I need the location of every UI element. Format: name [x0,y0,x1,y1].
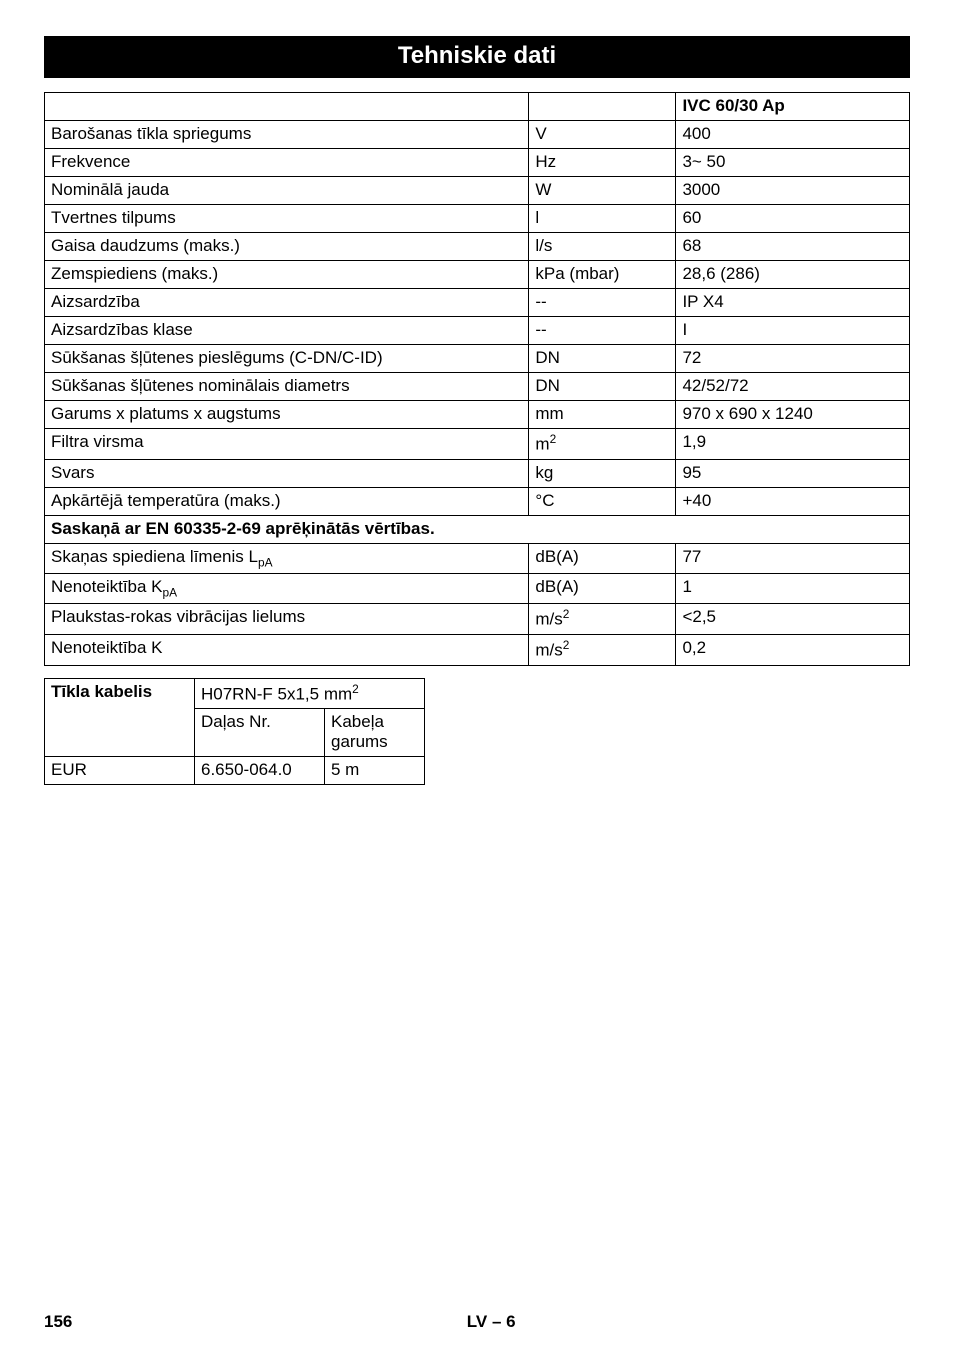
table-row: Tvertnes tilpums l 60 [45,205,910,233]
cable-header-row: Tīkla kabelis H07RN-F 5x1,5 mm2 [45,678,425,709]
spec-label: Plaukstas-rokas vibrācijas lielums [45,604,529,635]
cable-table: Tīkla kabelis H07RN-F 5x1,5 mm2 Daļas Nr… [44,678,425,786]
spec-unit: DN [529,373,676,401]
cable-header-right: H07RN-F 5x1,5 mm2 [195,678,425,709]
table-section-heading: Saskaņā ar EN 60335-2-69 aprēķinātās vēr… [45,515,910,543]
cable-subheader-part: Daļas Nr. [195,709,325,757]
table-row: Garums x platums x augstums mm 970 x 690… [45,401,910,429]
header-model: IVC 60/30 Ap [676,93,910,121]
spec-label: Barošanas tīkla spriegums [45,121,529,149]
cable-subheader-length: Kabeļa garums [325,709,425,757]
spec-unit: V [529,121,676,149]
spec-unit: dB(A) [529,543,676,573]
cable-part: 6.650-064.0 [195,757,325,785]
spec-value: 970 x 690 x 1240 [676,401,910,429]
section-heading-text: Saskaņā ar EN 60335-2-69 aprēķinātās vēr… [45,515,910,543]
spec-value: I [676,317,910,345]
page-number: 156 [44,1312,72,1332]
spec-unit: -- [529,317,676,345]
table-row: Nenoteiktība K m/s2 0,2 [45,635,910,666]
spec-unit: mm [529,401,676,429]
table-row: Frekvence Hz 3~ 50 [45,149,910,177]
table-header-row: IVC 60/30 Ap [45,93,910,121]
table-row: Apkārtējā temperatūra (maks.) °C +40 [45,487,910,515]
page-footer: 156 LV – 6 [44,1312,910,1332]
spec-label: Zemspiediens (maks.) [45,261,529,289]
spec-value: 28,6 (286) [676,261,910,289]
cable-header-left: Tīkla kabelis [45,678,195,757]
spec-label: Nominālā jauda [45,177,529,205]
spec-value: 400 [676,121,910,149]
spec-label: Aizsardzības klase [45,317,529,345]
spec-label: Sūkšanas šļūtenes nominālais diametrs [45,373,529,401]
spec-unit: l/s [529,233,676,261]
spec-value: 3000 [676,177,910,205]
spec-label: Filtra virsma [45,429,529,460]
spec-value: 72 [676,345,910,373]
table-row: Sūkšanas šļūtenes pieslēgums (C-DN/C-ID)… [45,345,910,373]
footer-center: LV – 6 [44,1312,910,1332]
spec-unit: Hz [529,149,676,177]
spec-unit: W [529,177,676,205]
spec-unit: m/s2 [529,635,676,666]
spec-label: Aizsardzība [45,289,529,317]
spec-value: IP X4 [676,289,910,317]
table-row: Nenoteiktība KpA dB(A) 1 [45,574,910,604]
spec-unit: DN [529,345,676,373]
spec-label: Nenoteiktība K [45,635,529,666]
spec-label: Tvertnes tilpums [45,205,529,233]
spec-label: Apkārtējā temperatūra (maks.) [45,487,529,515]
cable-length: 5 m [325,757,425,785]
spec-value: 42/52/72 [676,373,910,401]
cable-data-row: EUR 6.650-064.0 5 m [45,757,425,785]
spec-unit: kg [529,459,676,487]
table-row: Zemspiediens (maks.) kPa (mbar) 28,6 (28… [45,261,910,289]
spec-value: 60 [676,205,910,233]
spec-unit: dB(A) [529,574,676,604]
spec-label: Frekvence [45,149,529,177]
spec-unit: kPa (mbar) [529,261,676,289]
spec-label: Sūkšanas šļūtenes pieslēgums (C-DN/C-ID) [45,345,529,373]
table-row: Gaisa daudzums (maks.) l/s 68 [45,233,910,261]
spec-label: Skaņas spiediena līmenis LpA [45,543,529,573]
table-row: Nominālā jauda W 3000 [45,177,910,205]
table-row: Skaņas spiediena līmenis LpA dB(A) 77 [45,543,910,573]
spec-value: +40 [676,487,910,515]
spec-value: <2,5 [676,604,910,635]
table-row: Aizsardzība -- IP X4 [45,289,910,317]
specifications-table: IVC 60/30 Ap Barošanas tīkla spriegums V… [44,92,910,666]
table-row: Sūkšanas šļūtenes nominālais diametrs DN… [45,373,910,401]
spec-value: 68 [676,233,910,261]
table-row: Barošanas tīkla spriegums V 400 [45,121,910,149]
spec-unit: l [529,205,676,233]
spec-unit: m/s2 [529,604,676,635]
spec-value: 0,2 [676,635,910,666]
header-empty-unit [529,93,676,121]
spec-value: 77 [676,543,910,573]
spec-label: Garums x platums x augstums [45,401,529,429]
spec-value: 95 [676,459,910,487]
spec-unit: m2 [529,429,676,460]
spec-value: 3~ 50 [676,149,910,177]
table-row: Aizsardzības klase -- I [45,317,910,345]
table-row: Svars kg 95 [45,459,910,487]
table-row: Plaukstas-rokas vibrācijas lielums m/s2 … [45,604,910,635]
spec-label: Gaisa daudzums (maks.) [45,233,529,261]
spec-value: 1,9 [676,429,910,460]
spec-value: 1 [676,574,910,604]
spec-label: Nenoteiktība KpA [45,574,529,604]
spec-unit: °C [529,487,676,515]
page-title: Tehniskie dati [44,36,910,78]
cable-region: EUR [45,757,195,785]
spec-label: Svars [45,459,529,487]
spec-unit: -- [529,289,676,317]
table-row: Filtra virsma m2 1,9 [45,429,910,460]
header-empty-label [45,93,529,121]
